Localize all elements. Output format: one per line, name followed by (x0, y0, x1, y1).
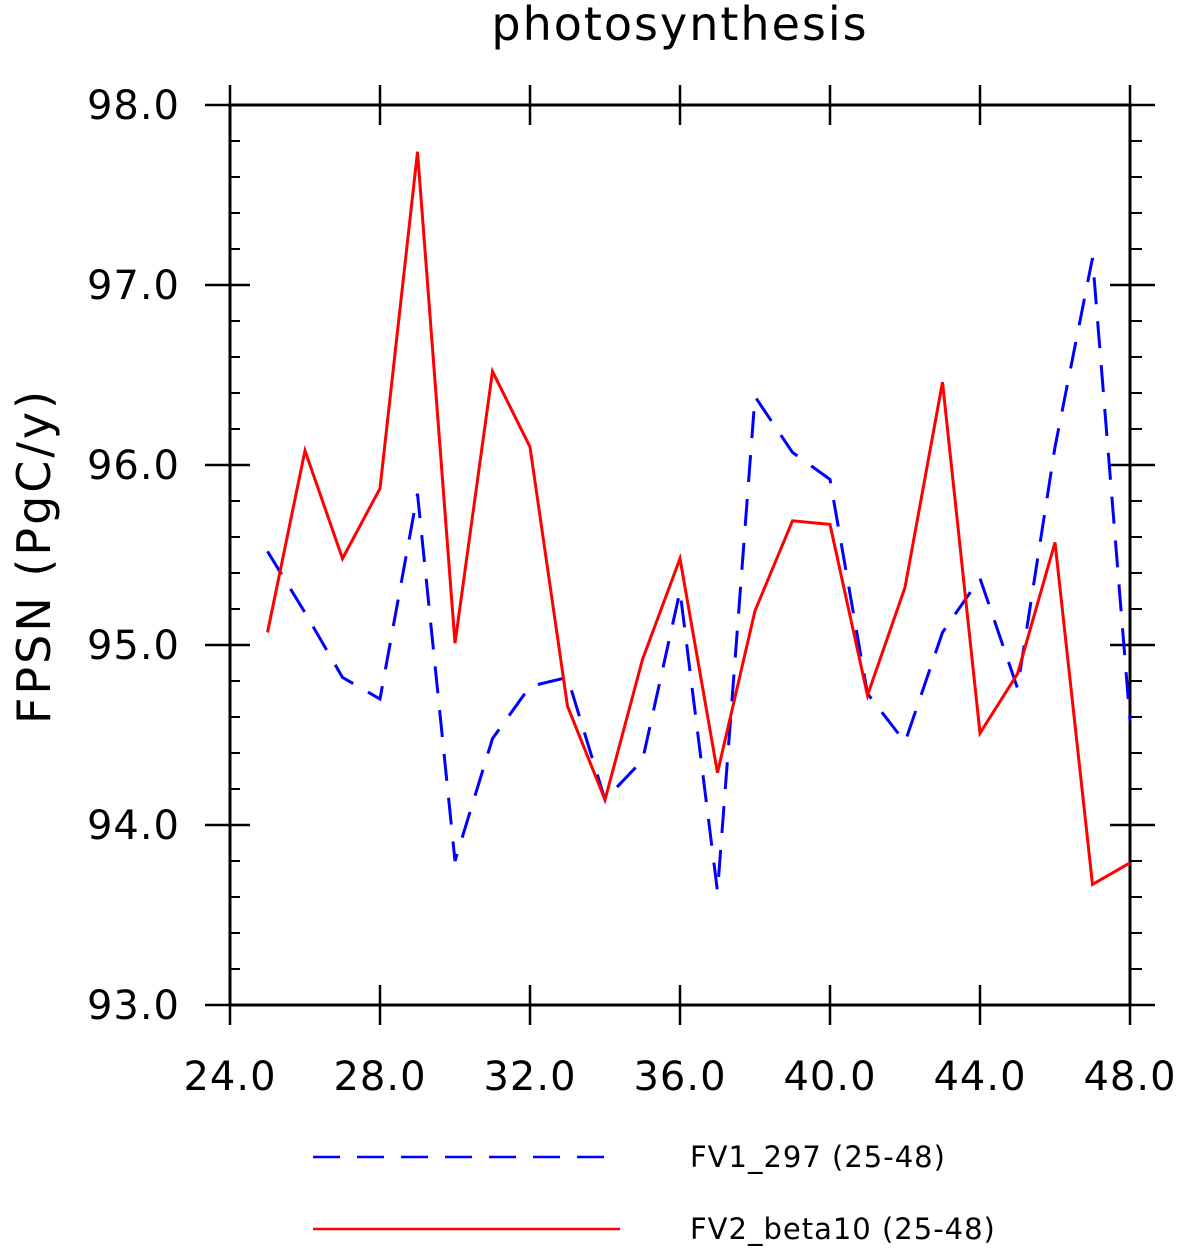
x-tick-label: 36.0 (633, 1054, 726, 1100)
series-line-1 (266, 257, 1132, 892)
x-tick-label: 24.0 (183, 1054, 276, 1100)
x-tick-label: 28.0 (333, 1054, 426, 1100)
x-tick-label: 40.0 (783, 1054, 876, 1100)
x-tick-label: 44.0 (933, 1054, 1026, 1100)
plot-area (266, 151, 1132, 892)
x-tick-label: 48.0 (1083, 1054, 1176, 1100)
axes: 24.0 28.0 32.0 36.0 40.0 44.0 48.0 93.0 94.0 95.0… (87, 83, 1176, 1100)
y-axis-label: FPSN (PgC/y) (7, 388, 61, 724)
y-tick-label: 94.0 (87, 803, 180, 849)
series-line-2 (266, 151, 1131, 887)
x-tick-label: 32.0 (483, 1054, 576, 1100)
chart-title: photosynthesis (491, 0, 868, 51)
y-tick-label: 98.0 (87, 83, 180, 129)
y-tick-label: 96.0 (87, 443, 180, 489)
legend-label-2: FV2_beta10 (25-48) (690, 1212, 996, 1246)
y-tick-label: 97.0 (87, 263, 180, 309)
legend-label-1: FV1_297 (25-48) (690, 1140, 946, 1174)
y-tick-label: 95.0 (87, 623, 180, 669)
y-tick-label: 93.0 (87, 983, 180, 1029)
legend: FV1_297 (25-48) FV2_beta10 (25-48) (313, 1140, 996, 1246)
